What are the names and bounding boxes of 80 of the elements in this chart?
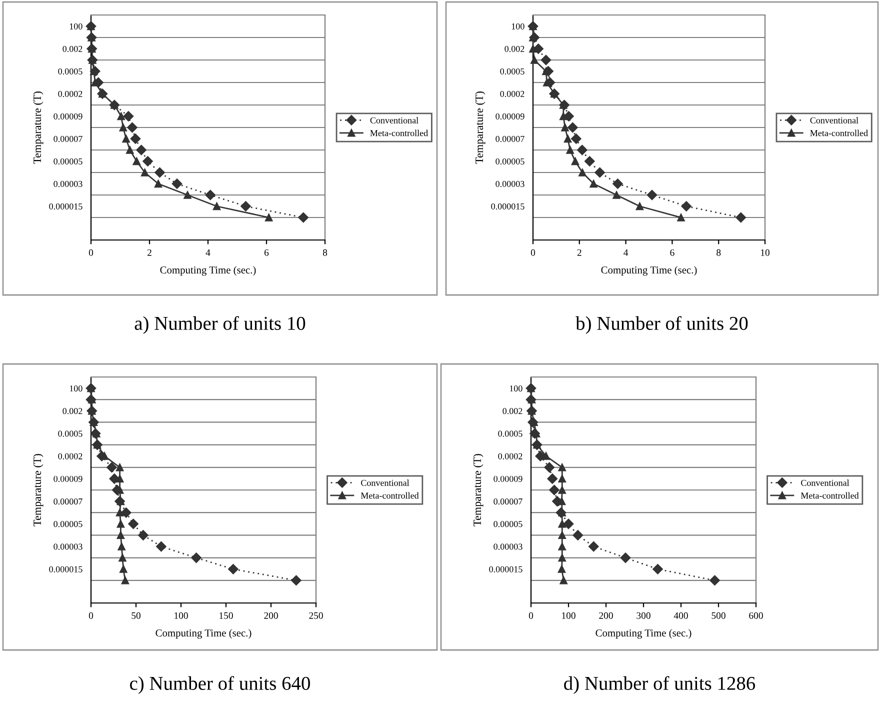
legend-label: Conventional [810, 117, 858, 124]
x-tick-label: 250 [309, 612, 323, 619]
x-tick-label: 4 [206, 249, 210, 256]
legend-label: Conventional [361, 480, 410, 486]
y-tick-label: 0.00009 [54, 476, 82, 482]
x-tick-label: 100 [562, 612, 576, 619]
x-tick-label: 4 [624, 249, 628, 256]
y-tick-label: 0.0005 [58, 68, 82, 75]
x-tick-label: 2 [577, 249, 582, 256]
x-axis-title: Computing Time (sec.) [596, 629, 692, 639]
y-tick-label: 0.0002 [58, 90, 82, 98]
x-tick-label: 500 [712, 612, 726, 619]
x-axis-title: Computing Time (sec.) [156, 629, 252, 639]
legend-label: Meta-controlled [800, 492, 859, 499]
legend-label: Meta-controlled [810, 130, 868, 136]
x-tick-label: 300 [636, 612, 650, 619]
text: d) Number of units 1286 [564, 676, 756, 694]
y-tick-label: 0.002 [62, 408, 82, 414]
y-tick-label: 0.000015 [491, 203, 524, 210]
y-tick-label: 0.0005 [58, 430, 82, 437]
x-tick-label: 600 [749, 612, 763, 619]
y-tick-label: 0.00003 [494, 544, 522, 550]
x-tick-label: 0 [88, 249, 94, 256]
y-tick-label: 0.00003 [496, 180, 524, 188]
y-tick-label: 0.0002 [498, 453, 522, 460]
y-tick-label: 0.00005 [496, 158, 524, 165]
y-axis-title: Temparature (T) [475, 92, 486, 164]
text: a) Number of units 10 [134, 316, 306, 334]
text: b) Number of units 20 [576, 316, 748, 334]
x-tick-label: 8 [716, 249, 721, 256]
legend-label: Conventional [801, 480, 850, 486]
x-tick-label: 6 [670, 249, 674, 256]
y-tick-label: 0.00007 [54, 136, 82, 142]
legend-label: Conventional [370, 117, 418, 124]
y-tick-label: 0.002 [502, 408, 522, 414]
y-tick-label: 0.0005 [498, 430, 522, 437]
y-tick-label: 0.00003 [54, 544, 82, 550]
y-tick-label: 0.00007 [494, 498, 522, 505]
y-tick-label: 0.00005 [54, 158, 82, 165]
x-tick-label: 50 [132, 612, 140, 619]
y-tick-label: 0.000015 [49, 566, 82, 572]
x-tick-label: 200 [599, 612, 613, 619]
x-tick-label: 400 [674, 612, 688, 619]
y-tick-label: 0.00009 [54, 113, 82, 120]
x-tick-label: 2 [147, 249, 152, 256]
text: c) Number of units 640 [130, 676, 310, 694]
y-tick-label: 0.00007 [496, 136, 524, 142]
legend-label: Meta-controlled [370, 130, 428, 136]
x-axis-title: Computing Time (sec.) [601, 266, 697, 276]
y-tick-label: 0.0002 [500, 90, 524, 98]
x-tick-label: 0 [530, 249, 536, 256]
x-tick-label: 200 [264, 612, 278, 619]
y-tick-label: 100 [510, 385, 522, 392]
y-tick-label: 0.00009 [496, 113, 524, 120]
y-tick-label: 0.0005 [500, 68, 524, 75]
y-tick-label: 0.000015 [49, 203, 82, 210]
x-tick-label: 150 [220, 612, 233, 619]
y-tick-label: 0.00005 [54, 521, 82, 528]
y-axis-title: Temparature (T) [33, 92, 44, 164]
y-tick-label: 0.00003 [54, 180, 82, 188]
y-tick-label: 0.002 [62, 46, 82, 52]
y-tick-label: 0.00009 [494, 476, 522, 482]
x-tick-label: 8 [322, 249, 328, 256]
y-tick-label: 100 [70, 23, 82, 30]
y-tick-label: 0.00007 [54, 498, 82, 505]
x-tick-label: 0 [88, 612, 94, 619]
y-tick-label: 0.0002 [58, 453, 82, 460]
y-axis-title: Temparature (T) [33, 454, 44, 526]
y-tick-label: 100 [70, 385, 82, 392]
x-tick-label: 10 [760, 249, 770, 256]
x-tick-label: 0 [528, 612, 534, 619]
y-tick-label: 100 [512, 23, 524, 30]
legend-label: Meta-controlled [360, 492, 419, 499]
y-tick-label: 0.00005 [494, 521, 522, 528]
x-tick-label: 6 [264, 249, 269, 256]
y-tick-label: 0.000015 [489, 566, 522, 572]
y-axis-title: Temparature (T) [473, 454, 484, 526]
y-tick-label: 0.002 [504, 46, 524, 52]
x-axis-title: Computing Time (sec.) [160, 266, 256, 276]
x-tick-label: 100 [174, 612, 188, 619]
